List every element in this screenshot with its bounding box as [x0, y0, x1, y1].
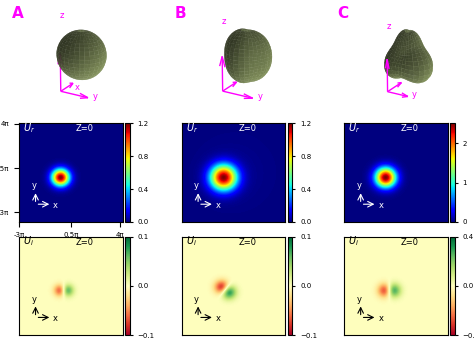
Text: A: A	[12, 6, 24, 21]
Text: $U_r$: $U_r$	[186, 121, 198, 135]
Text: x: x	[53, 314, 58, 324]
Text: y: y	[194, 182, 199, 190]
Text: y: y	[356, 295, 362, 304]
Text: Z=0: Z=0	[238, 124, 256, 133]
Text: $U_i$: $U_i$	[348, 235, 359, 248]
Text: y: y	[194, 295, 199, 304]
Text: $U_i$: $U_i$	[23, 235, 34, 248]
Text: x: x	[378, 201, 383, 210]
Text: y: y	[356, 182, 362, 190]
Text: x: x	[53, 201, 58, 210]
Text: C: C	[337, 6, 348, 21]
Text: Z=0: Z=0	[238, 238, 256, 247]
Text: Z=0: Z=0	[401, 124, 419, 133]
Text: y: y	[31, 295, 36, 304]
Text: $U_i$: $U_i$	[186, 235, 197, 248]
Text: $U_r$: $U_r$	[23, 121, 36, 135]
Text: Z=0: Z=0	[76, 238, 94, 247]
Text: B: B	[175, 6, 186, 21]
Text: $U_r$: $U_r$	[348, 121, 361, 135]
Text: x: x	[216, 314, 221, 324]
Text: x: x	[378, 314, 383, 324]
Text: Z=0: Z=0	[401, 238, 419, 247]
Text: Z=0: Z=0	[76, 124, 94, 133]
Text: y: y	[31, 182, 36, 190]
Text: x: x	[216, 201, 221, 210]
